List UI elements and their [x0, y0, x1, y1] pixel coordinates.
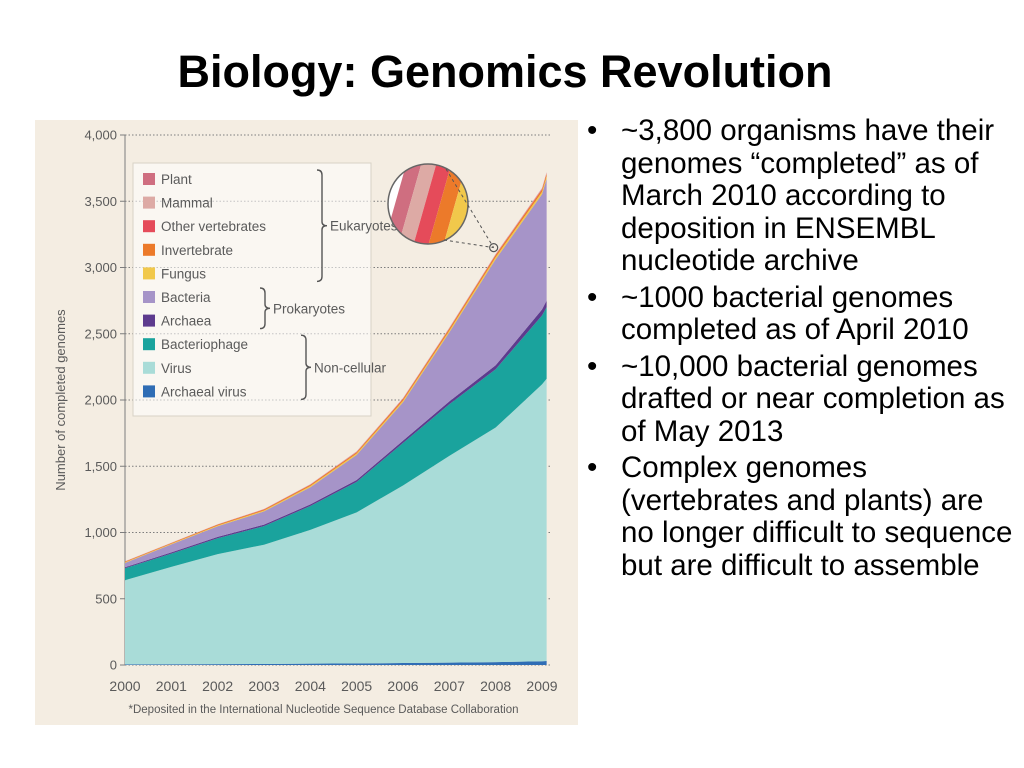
y-tick-label: 4,000: [84, 128, 117, 143]
legend-label: Invertebrate: [161, 243, 233, 258]
bullet-text: ~3,800 organisms have their genomes “com…: [621, 114, 995, 277]
legend-label: Archaeal virus: [161, 384, 247, 399]
legend-swatch: [143, 338, 155, 351]
inset-stripes: [388, 164, 468, 244]
inset-anchor: [489, 243, 499, 253]
legend-label: Archaea: [161, 314, 212, 329]
x-tick-label: 2009: [526, 678, 557, 694]
legend-label: Virus: [161, 361, 192, 376]
x-tick-label: 2000: [109, 678, 140, 694]
bullet-item: • ~3,800 organisms have their genomes “co…: [585, 114, 1017, 278]
legend-group-label: Non-cellular: [314, 360, 387, 375]
legend-group-label: Eukaryotes: [330, 219, 398, 234]
y-tick-label: 3,000: [84, 260, 117, 275]
y-axis-label: Number of completed genomes: [53, 309, 68, 491]
legend-label: Fungus: [161, 266, 206, 281]
legend-swatch: [143, 243, 155, 256]
bullet-text: ~1000 bacterial genomes completed as of …: [621, 280, 969, 346]
legend-label: Mammal: [161, 196, 213, 211]
bullet-item: • ~10,000 bacterial genomes drafted or ne…: [585, 349, 1017, 449]
legend-group-label: Prokaryotes: [273, 301, 345, 316]
x-tick-label: 2005: [341, 678, 372, 694]
x-tick-label: 2008: [480, 678, 511, 694]
legend-swatch: [143, 291, 155, 303]
area-bacteriophage: [125, 307, 547, 581]
legend-swatch: [143, 196, 155, 209]
legend-swatch: [143, 267, 155, 280]
bullet-text: ~10,000 bacterial genomes drafted or nea…: [621, 349, 1005, 448]
legend-brace: [300, 334, 312, 401]
inset-stripe: [408, 164, 457, 244]
inset-stripe: [438, 164, 468, 244]
legend-brace: [316, 169, 328, 283]
x-tick-label: 2001: [156, 678, 187, 694]
slide-title: Biology: Genomics Revolution: [177, 46, 833, 97]
x-tick-label: 2004: [295, 678, 326, 694]
inset-leader-line: [443, 239, 494, 249]
legend-box: [132, 162, 372, 417]
bullet-marker: •: [587, 349, 598, 383]
area-bacteria: [125, 178, 547, 568]
legend-swatch: [143, 361, 155, 374]
area-virus: [125, 378, 547, 665]
bullet-item: • ~1000 bacterial genomes completed as of…: [585, 280, 1017, 347]
y-tick-label: 500: [95, 591, 117, 606]
y-tick-label: 2,500: [84, 326, 117, 341]
stacked-area-chart: 0 500 1,000 1,500 2,000 2,500 3,000 3,500 4,000 2…: [53, 128, 558, 717]
legend-label: Plant: [161, 172, 192, 187]
y-tick-label: 2,000: [84, 393, 117, 408]
legend-label: Bacteria: [161, 290, 211, 305]
y-tick-label: 0: [110, 658, 117, 673]
x-tick-label: 2007: [434, 678, 465, 694]
y-tick-label: 3,500: [84, 194, 117, 209]
inset-border: [387, 163, 469, 245]
x-tick-label: 2006: [387, 678, 418, 694]
legend-label: Bacteriophage: [161, 337, 248, 352]
bullet-list: • ~3,800 organisms have their genomes “co…: [585, 114, 1017, 586]
legend-swatch: [143, 314, 155, 327]
area-archaeal-virus: [125, 661, 547, 665]
bullet-marker: •: [587, 114, 598, 147]
inset-stripe: [393, 164, 442, 244]
legend-label: Other vertebrates: [161, 219, 266, 234]
chart-panel: 0 500 1,000 1,500 2,000 2,500 3,000 3,500 4,000 2…: [35, 120, 578, 725]
y-tick-label: 1,500: [84, 459, 117, 474]
chart-footnote: *Deposited in the International Nucleoti…: [129, 704, 519, 716]
x-tick-label: 2002: [202, 678, 233, 694]
bullet-marker: •: [587, 451, 598, 484]
bullet-item: • Complex genomes (vertebrates and plants…: [585, 451, 1017, 582]
legend-swatch: [143, 220, 155, 233]
legend-swatch: [143, 173, 155, 185]
bullet-marker: •: [587, 280, 598, 314]
x-tick-label: 2003: [248, 678, 279, 694]
bullet-text: Complex genomes (vertebrates and plants)…: [621, 451, 1013, 582]
legend-brace: [259, 287, 271, 330]
legend-swatch: [143, 385, 155, 398]
y-tick-label: 1,000: [84, 525, 117, 540]
